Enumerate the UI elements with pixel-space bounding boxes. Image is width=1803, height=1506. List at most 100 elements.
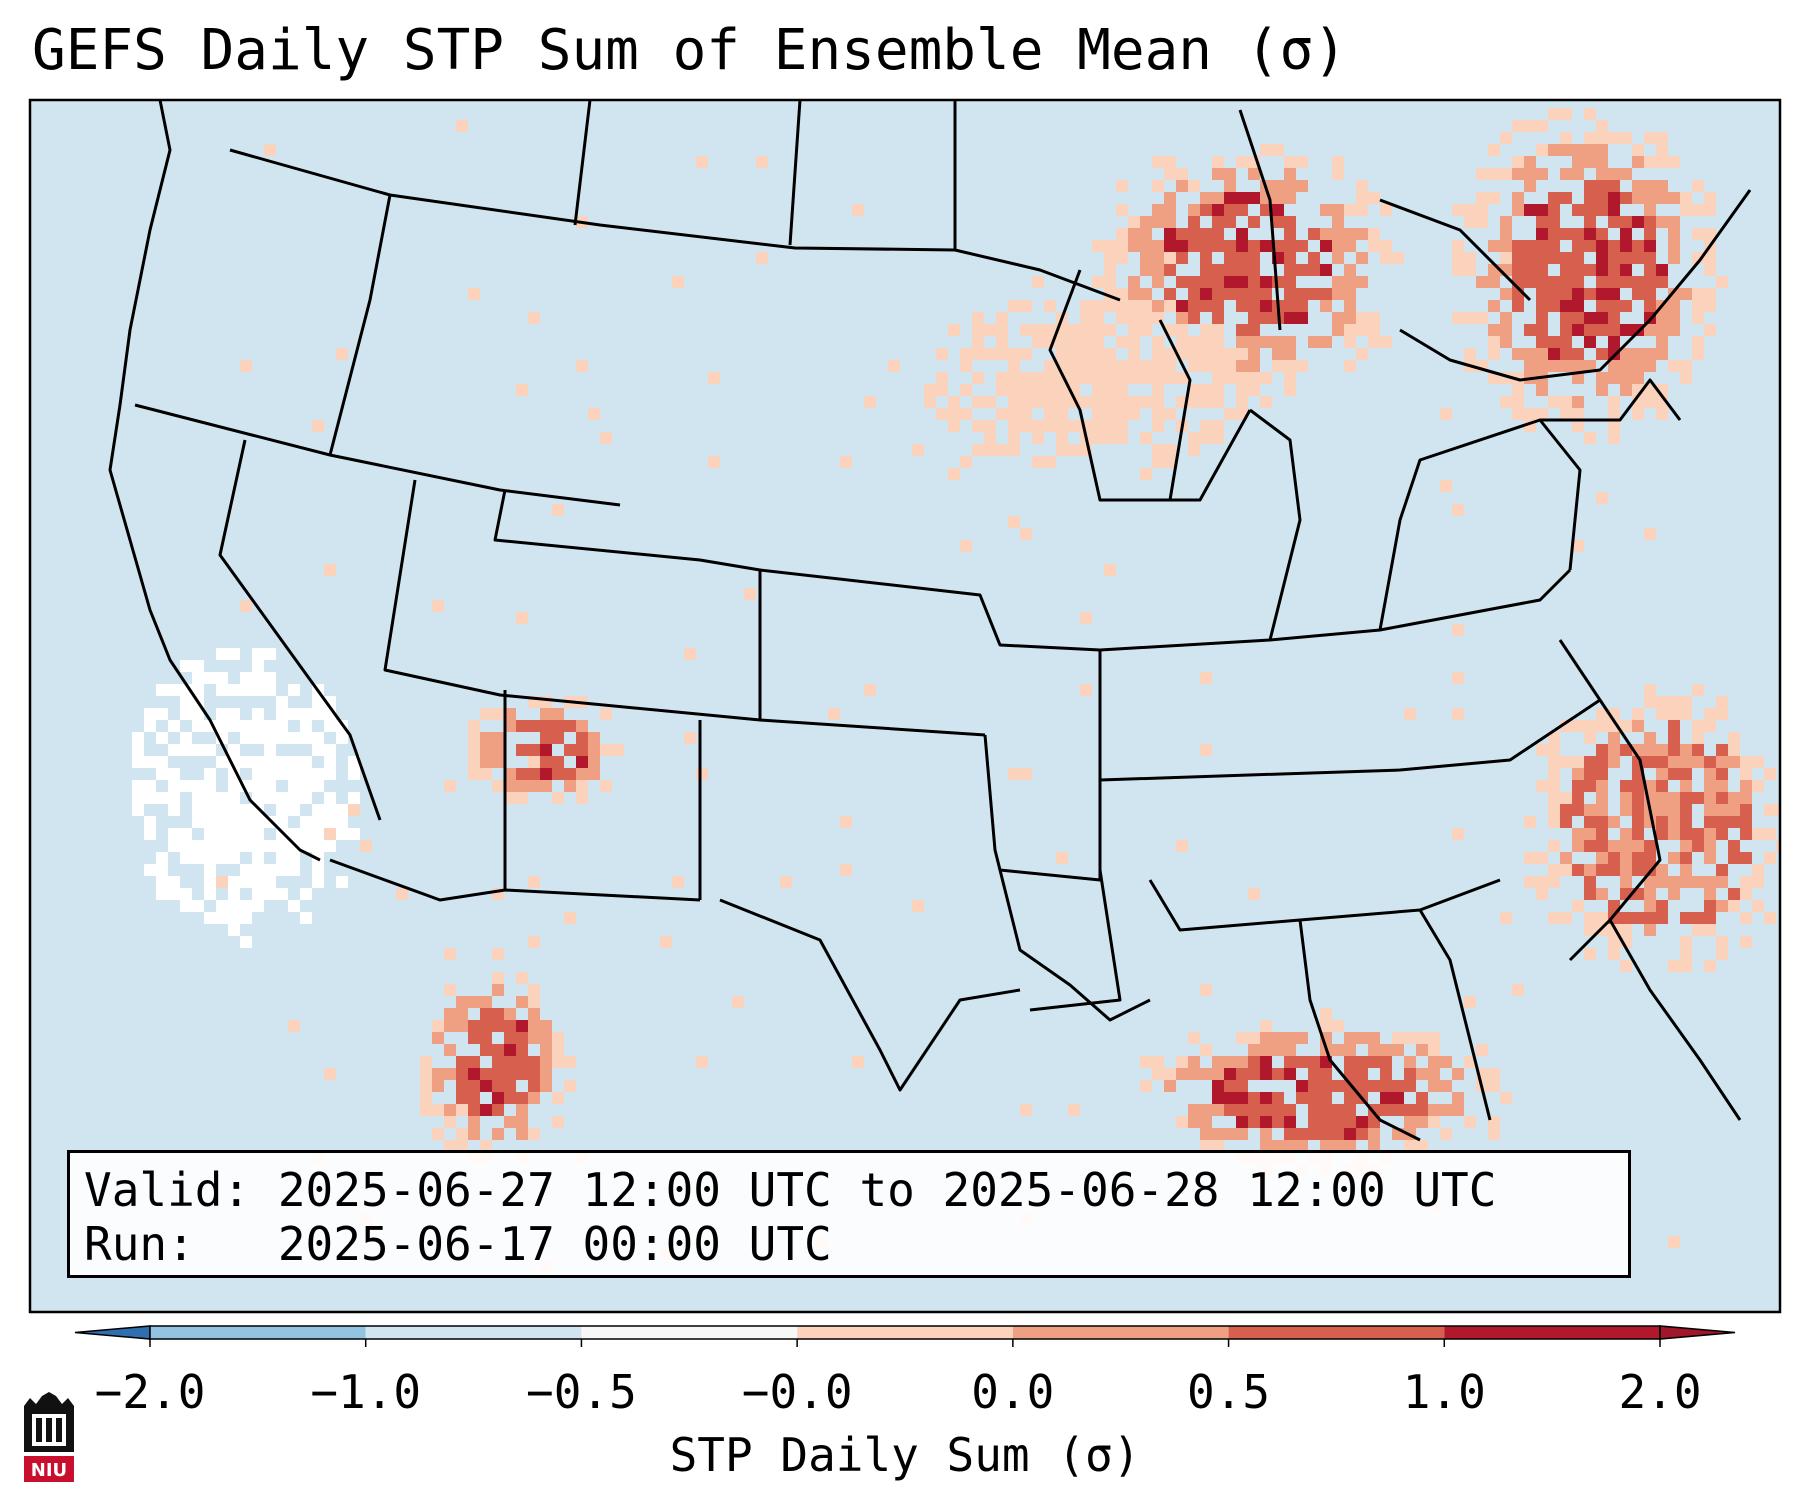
anomaly-cell [1260, 1128, 1272, 1140]
anomaly-cell [1572, 372, 1584, 384]
anomaly-cell [468, 1128, 480, 1140]
anomaly-cell [1392, 252, 1404, 264]
anomaly-cell [1596, 708, 1608, 720]
anomaly-cell [1608, 432, 1620, 444]
anomaly-cell [492, 780, 504, 792]
anomaly-cell [1248, 360, 1260, 372]
anomaly-cell [1764, 804, 1776, 816]
anomaly-cell [1248, 1044, 1260, 1056]
anomaly-cell [1656, 876, 1668, 888]
anomaly-cell [1548, 252, 1560, 264]
anomaly-cell [1452, 708, 1464, 720]
anomaly-cell [360, 840, 372, 852]
anomaly-cell [1788, 792, 1800, 804]
anomaly-cell [252, 684, 264, 696]
anomaly-cell [948, 468, 960, 480]
anomaly-cell [1188, 180, 1200, 192]
anomaly-cell [1656, 180, 1668, 192]
anomaly-cell [1560, 852, 1572, 864]
anomaly-cell [492, 1020, 504, 1032]
anomaly-cell [1260, 144, 1272, 156]
anomaly-cell [588, 408, 600, 420]
anomaly-cell [1188, 1068, 1200, 1080]
anomaly-cell [1380, 1080, 1392, 1092]
anomaly-cell [1620, 828, 1632, 840]
anomaly-cell [1272, 1044, 1284, 1056]
anomaly-cell [1656, 792, 1668, 804]
anomaly-cell [480, 1008, 492, 1020]
anomaly-cell [1164, 240, 1176, 252]
anomaly-cell [996, 312, 1008, 324]
anomaly-cell [1284, 1044, 1296, 1056]
anomaly-cell [612, 744, 624, 756]
anomaly-cell [1596, 780, 1608, 792]
anomaly-cell [480, 996, 492, 1008]
anomaly-cell [1272, 204, 1284, 216]
anomaly-cell [1632, 252, 1644, 264]
anomaly-cell [252, 672, 264, 684]
anomaly-cell [1236, 288, 1248, 300]
anomaly-cell [528, 408, 540, 420]
anomaly-cell [1200, 1104, 1212, 1116]
anomaly-cell [180, 780, 192, 792]
anomaly-cell [1212, 420, 1224, 432]
anomaly-cell [1668, 216, 1680, 228]
anomaly-cell [1080, 300, 1092, 312]
anomaly-cell [1116, 228, 1128, 240]
anomaly-cell [1404, 1104, 1416, 1116]
anomaly-cell [1044, 360, 1056, 372]
anomaly-cell [1284, 1128, 1296, 1140]
anomaly-cell [1224, 1092, 1236, 1104]
anomaly-cell [948, 420, 960, 432]
anomaly-cell [1716, 864, 1728, 876]
anomaly-cell [1320, 1104, 1332, 1116]
anomaly-cell [480, 768, 492, 780]
anomaly-cell [1380, 1044, 1392, 1056]
anomaly-cell [1596, 372, 1608, 384]
anomaly-cell [1704, 876, 1716, 888]
anomaly-cell [1104, 360, 1116, 372]
anomaly-cell [156, 852, 168, 864]
border-line [1298, 919, 1421, 1142]
anomaly-cell [1152, 456, 1164, 468]
anomaly-cell [1104, 372, 1116, 384]
anomaly-cell [1704, 780, 1716, 792]
anomaly-cell [864, 684, 876, 696]
anomaly-cell [348, 804, 360, 816]
anomaly-cell [1152, 240, 1164, 252]
anomaly-cell [288, 708, 300, 720]
anomaly-cell [540, 1080, 552, 1092]
anomaly-cell [468, 1068, 480, 1080]
anomaly-cell [1368, 1116, 1380, 1128]
anomaly-cell [216, 672, 228, 684]
anomaly-cell [480, 1068, 492, 1080]
anomaly-cell [1368, 192, 1380, 204]
anomaly-cell [1188, 1056, 1200, 1068]
anomaly-cell [1356, 228, 1368, 240]
anomaly-cell [1620, 324, 1632, 336]
anomaly-cell [1536, 276, 1548, 288]
anomaly-cell [1728, 816, 1740, 828]
anomaly-cell [1056, 408, 1068, 420]
anomaly-cell [1632, 288, 1644, 300]
anomaly-cell [1248, 1104, 1260, 1116]
anomaly-cell [1572, 276, 1584, 288]
anomaly-cell [468, 732, 480, 744]
anomaly-cell [1356, 1068, 1368, 1080]
anomaly-cell [264, 888, 276, 900]
anomaly-cell [1536, 168, 1548, 180]
anomaly-cell [1368, 324, 1380, 336]
anomaly-cell [540, 1068, 552, 1080]
anomaly-cell [1188, 300, 1200, 312]
anomaly-cell [1596, 384, 1608, 396]
anomaly-cell [1668, 1236, 1680, 1248]
anomaly-cell [1548, 288, 1560, 300]
anomaly-cell [1560, 264, 1572, 276]
anomaly-cell [1452, 264, 1464, 276]
anomaly-cell [1428, 1080, 1440, 1092]
anomaly-cell [1344, 324, 1356, 336]
anomaly-cell [204, 816, 216, 828]
anomaly-cell [1248, 216, 1260, 228]
run-time-label: Run: 2025-06-17 00:00 UTC [84, 1217, 832, 1271]
anomaly-cell [1572, 360, 1584, 372]
